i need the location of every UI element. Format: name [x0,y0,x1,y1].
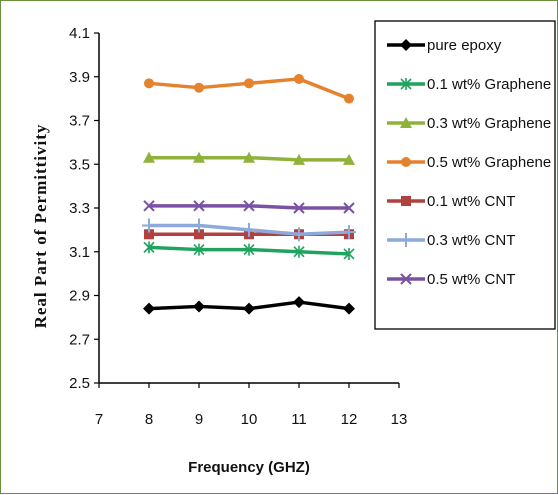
x-tick-label: 10 [241,411,258,428]
data-point [144,229,154,240]
data-point [342,225,356,240]
y-tick-label: 2.5 [69,375,90,392]
y-tick-label: 3.1 [69,244,90,261]
data-point [343,153,355,165]
x-tick-label: 11 [291,411,307,428]
legend-label: 0.3 wt% CNT [427,232,515,249]
data-point [243,243,255,256]
y-tick-label: 3.5 [69,156,90,173]
data-point [243,302,255,315]
y-tick-label: 3.9 [69,69,90,86]
x-tick-label: 13 [391,411,408,428]
data-point [193,151,205,163]
data-point [143,151,155,163]
y-axis-label: Real Part of Permittivity [31,124,50,329]
data-point [194,229,204,240]
legend-marker [400,39,412,51]
data-point [344,93,354,104]
data-point [194,82,204,93]
data-point [143,200,155,212]
data-point [244,78,254,89]
x-axis-label: Frequency (GHZ) [188,459,310,476]
legend-marker [401,196,411,206]
legend-label: 0.1 wt% CNT [427,193,515,210]
x-tick-label: 7 [95,411,103,428]
y-tick-label: 3.7 [69,113,90,130]
data-point [144,78,154,89]
data-point [192,218,206,233]
legend-label: pure epoxy [427,37,502,54]
x-tick-label: 9 [195,411,203,428]
legend-marker [401,157,411,167]
data-point [293,296,305,309]
data-point [343,202,355,214]
data-point [293,245,305,258]
y-tick-label: 2.9 [69,288,90,305]
legend-marker [400,78,412,90]
data-point [193,300,205,313]
x-tick-label: 12 [341,411,358,428]
legend-marker [400,117,412,128]
legend-marker [399,233,413,247]
data-point [142,218,156,233]
legend-label: 0.5 wt% CNT [427,271,515,288]
legend-marker [400,273,412,285]
data-point [143,302,155,315]
data-point [143,241,155,254]
data-point [243,151,255,163]
legend-label: 0.1 wt% Graphene [427,76,551,93]
y-tick-label: 3.3 [69,200,90,217]
legend-box [374,20,556,330]
data-point [343,247,355,260]
y-tick-label: 2.7 [69,331,90,348]
data-point [293,202,305,214]
data-point [193,243,205,256]
legend-label: 0.3 wt% Graphene [427,115,551,132]
legend-label: 0.5 wt% Graphene [427,154,551,171]
data-point [294,73,304,84]
data-point [292,227,306,242]
data-point [293,153,305,165]
x-tick-label: 8 [145,411,153,428]
y-tick-label: 4.1 [69,25,90,42]
data-point [343,302,355,315]
data-point [242,222,256,237]
data-point [243,200,255,212]
data-point [193,200,205,212]
